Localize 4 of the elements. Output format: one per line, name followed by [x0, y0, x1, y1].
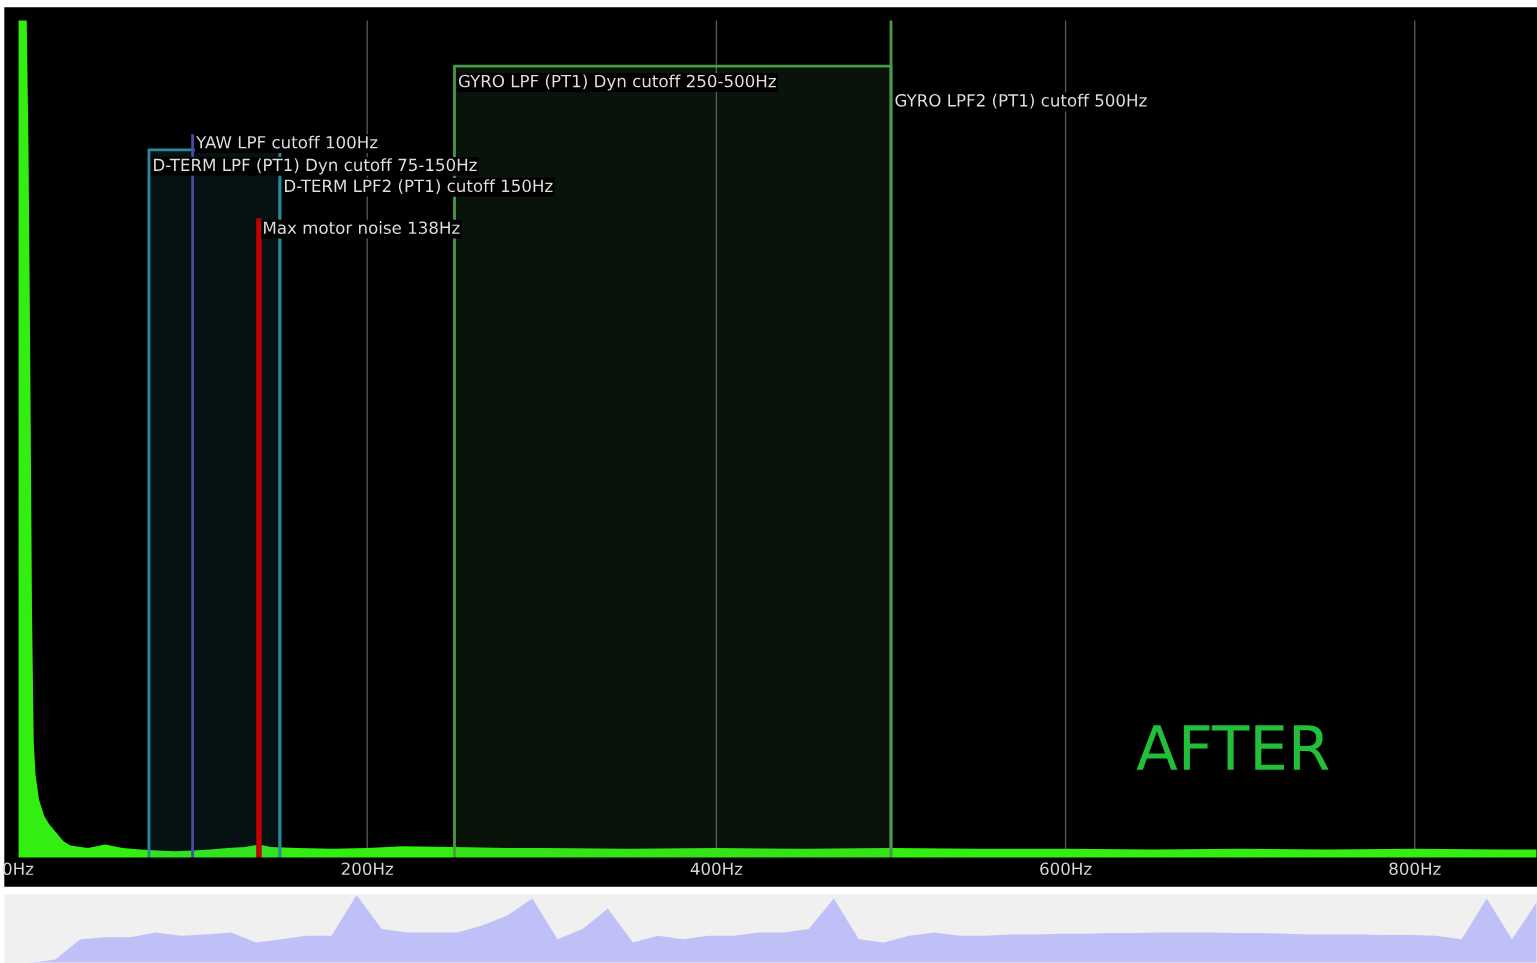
x-tick-label: 200Hz [341, 862, 394, 876]
x-tick-label: 600Hz [1040, 862, 1092, 876]
x-tick-label: 800Hz [1389, 862, 1441, 876]
x-tick-label: 400Hz [690, 862, 743, 876]
